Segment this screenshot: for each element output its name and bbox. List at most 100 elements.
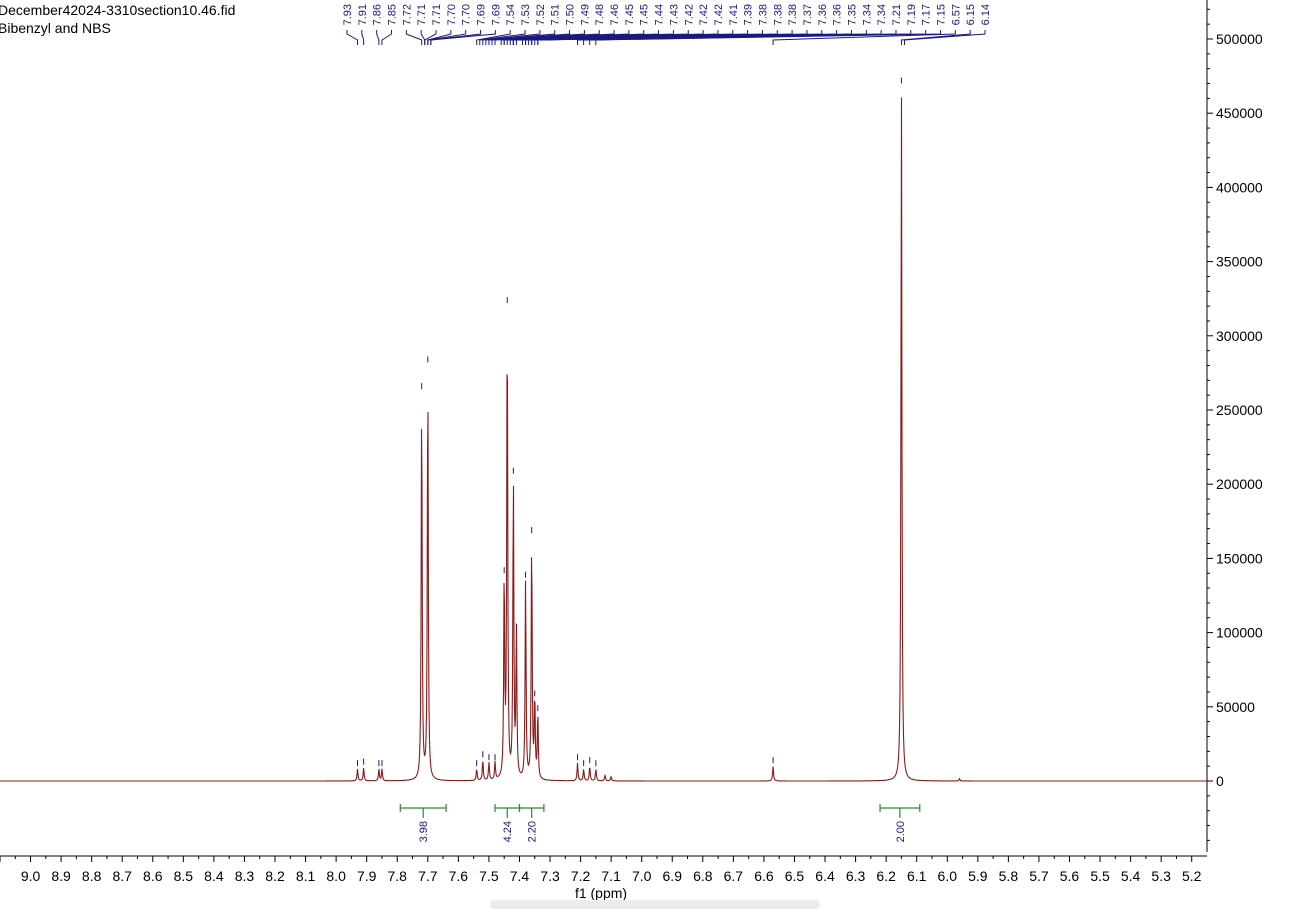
x-tick-label: 6.4: [815, 868, 835, 884]
x-tick-label: 5.2: [1182, 868, 1202, 884]
x-tick-label: 5.6: [1060, 868, 1080, 884]
peak-label: 7.69: [490, 4, 502, 25]
x-tick-label: 8.6: [143, 868, 163, 884]
x-tick-label: 5.3: [1151, 868, 1171, 884]
x-tick-label: 7.7: [418, 868, 438, 884]
peak-label: 7.38: [757, 4, 769, 25]
peak-label: 7.45: [624, 4, 636, 25]
y-tick-label: 0: [1216, 773, 1224, 789]
x-tick-label: 9.0: [21, 868, 41, 884]
peak-label-leader: [900, 30, 971, 45]
peak-label: 7.54: [505, 4, 517, 25]
peak-label: 7.35: [846, 4, 858, 25]
peak-label-leader: [405, 30, 423, 45]
x-tick-label: 8.3: [235, 868, 255, 884]
peak-label: 6.14: [980, 4, 992, 25]
peak-label: 7.21: [891, 4, 903, 25]
x-tick-label: 7.4: [510, 868, 530, 884]
x-tick-label: 8.7: [112, 868, 132, 884]
x-tick-label: 6.7: [724, 868, 744, 884]
peak-label: 7.91: [357, 4, 369, 25]
y-axis: 0 50000 100000 150000 200000 250000 300000 3500…: [1206, 0, 1263, 852]
peak-label: 7.34: [876, 4, 888, 25]
peak-label: 7.53: [520, 4, 532, 25]
peak-label-leader: [430, 30, 496, 45]
y-tick-label: 100000: [1216, 625, 1263, 641]
peak-label: 7.15: [935, 4, 947, 25]
peak-label: 7.51: [550, 4, 562, 25]
x-tick-label: 8.2: [265, 868, 285, 884]
integral-value: 4.24: [502, 821, 514, 842]
sample-name: Bibenzyl and NBS: [0, 20, 111, 36]
peak-label: 7.71: [431, 4, 443, 25]
y-tick-label: 150000: [1216, 550, 1263, 566]
y-tick-label: 300000: [1216, 328, 1263, 344]
x-tick-label: 5.7: [1029, 868, 1049, 884]
integral-value: 3.98: [418, 821, 430, 842]
peak-label: 7.50: [565, 4, 577, 25]
y-tick-label: 400000: [1216, 179, 1263, 195]
y-tick-label: 200000: [1216, 476, 1263, 492]
peak-label: 7.38: [772, 4, 784, 25]
peak-label: 7.42: [683, 4, 695, 25]
peak-label: 7.17: [921, 4, 933, 25]
x-tick-label: 8.8: [82, 868, 102, 884]
x-tick-label: 5.8: [999, 868, 1019, 884]
x-tick-label: 7.8: [388, 868, 408, 884]
spectrum-line: [0, 97, 1207, 782]
x-tick-label: 6.6: [754, 868, 774, 884]
x-tick-label: 6.1: [907, 868, 927, 884]
peak-label: 7.41: [728, 4, 740, 25]
peak-label-leader: [424, 30, 437, 45]
peak-label: 7.44: [654, 4, 666, 25]
spectrum-filename: December42024-3310section10.46.fid: [0, 2, 235, 18]
peak-label: 7.36: [817, 4, 829, 25]
x-tick-label: 5.9: [968, 868, 988, 884]
integral-value: 2.00: [895, 821, 907, 842]
peak-label: 7.38: [787, 4, 799, 25]
x-tick-label: 8.0: [326, 868, 346, 884]
y-tick-label: 450000: [1216, 105, 1263, 121]
spectrum-trace: [0, 77, 1207, 782]
x-tick-label: 7.6: [449, 868, 469, 884]
x-tick-label: 7.0: [632, 868, 652, 884]
peak-label: 7.48: [594, 4, 606, 25]
peak-label: 7.49: [579, 4, 591, 25]
peak-label: 7.34: [861, 4, 873, 25]
peak-label: 6.15: [965, 4, 977, 25]
peak-label-leader: [537, 30, 882, 45]
x-tick-label: 6.8: [693, 868, 713, 884]
peak-label: 7.42: [698, 4, 710, 25]
peak-label-leader: [346, 30, 359, 45]
peak-label: 6.57: [950, 4, 962, 25]
peak-label: 7.42: [713, 4, 725, 25]
peak-label-leader: [903, 30, 986, 45]
peak-label: 7.52: [535, 4, 547, 25]
x-tick-label: 7.5: [479, 868, 499, 884]
peak-label: 7.37: [802, 4, 814, 25]
peak-label: 7.43: [668, 4, 680, 25]
peak-label: 7.86: [372, 4, 384, 25]
peak-label: 7.45: [639, 4, 651, 25]
peak-label-leader: [491, 30, 585, 45]
peak-label: 7.72: [401, 4, 413, 25]
x-tick-label: 8.9: [51, 868, 71, 884]
x-tick-label: 7.2: [571, 868, 591, 884]
x-tick-label: 6.9: [663, 868, 683, 884]
x-tick-label: 6.3: [846, 868, 866, 884]
integral-value: 2.20: [527, 821, 539, 842]
x-tick-label: 8.5: [174, 868, 194, 884]
y-tick-label: 500000: [1216, 31, 1263, 47]
peak-label: 7.36: [832, 4, 844, 25]
peak-label-leader: [772, 30, 956, 45]
x-tick-label: 7.3: [540, 868, 560, 884]
y-tick-label: 50000: [1216, 699, 1255, 715]
x-tick-label: 6.5: [785, 868, 805, 884]
peak-label: 7.69: [476, 4, 488, 25]
peak-label: 7.19: [906, 4, 918, 25]
peak-label-leader: [479, 30, 526, 45]
horizontal-scrollbar[interactable]: [490, 900, 820, 909]
x-tick-label: 7.1: [601, 868, 621, 884]
y-tick-label: 350000: [1216, 254, 1263, 270]
x-tick-label: 8.4: [204, 868, 224, 884]
